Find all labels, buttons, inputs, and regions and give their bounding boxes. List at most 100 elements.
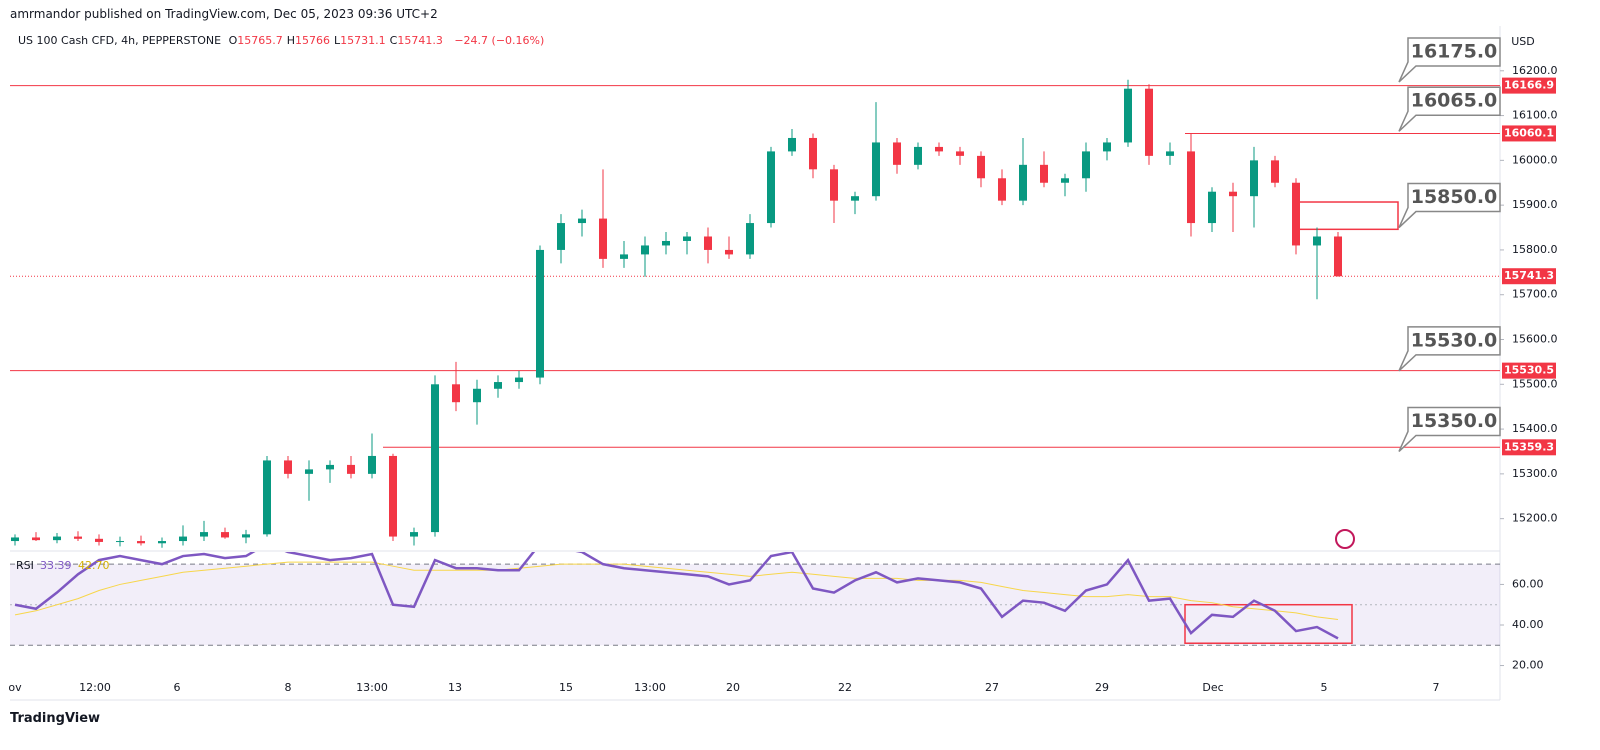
x-tick-label: 29 xyxy=(1095,681,1109,694)
y-tick-label: 15500.0 xyxy=(1512,377,1558,390)
candle-body xyxy=(32,537,40,541)
x-tick-label: 12:00 xyxy=(79,681,111,694)
candle-body xyxy=(893,142,901,165)
y-tick-label: 16100.0 xyxy=(1512,109,1558,122)
ohlc-key: L xyxy=(334,34,341,47)
x-tick-label: 13 xyxy=(448,681,462,694)
candle-body xyxy=(704,236,712,250)
ohlc-value: 15766 xyxy=(295,34,331,47)
level-label: 15530.5 xyxy=(1504,364,1554,377)
rsi-pane: RSI 33.39 42.70 xyxy=(10,552,1500,646)
x-tick-label: 8 xyxy=(285,681,292,694)
candle-body xyxy=(641,245,649,255)
x-tick-label: 13:00 xyxy=(634,681,666,694)
candle-body xyxy=(1292,182,1300,246)
y-tick-label: 15600.0 xyxy=(1512,333,1558,346)
callout-box xyxy=(1398,86,1501,132)
callouts: 16175.0 16065.0 15850.0 15530.0 15350.0 xyxy=(1398,37,1501,453)
candle-body xyxy=(116,541,124,543)
y-tick-label: 15700.0 xyxy=(1512,288,1558,301)
alert-icon[interactable] xyxy=(1335,529,1355,549)
axes: 16200.0 16100.0 16000.0 15900.0 15800.0 15700… xyxy=(8,64,1557,694)
level-label-bg xyxy=(1502,77,1556,94)
candle-body xyxy=(1166,151,1174,156)
candle-body xyxy=(158,541,166,544)
candle-body xyxy=(494,382,502,389)
symbol-line: US 100 Cash CFD, 4h, PEPPERSTONE O15765.… xyxy=(18,34,548,47)
ohlc-item: L15731.1 xyxy=(334,34,386,47)
candle-body xyxy=(473,388,481,403)
y-tick-label: 15800.0 xyxy=(1512,243,1558,256)
candle-body xyxy=(1019,164,1027,201)
candle-body xyxy=(410,532,418,537)
candle-body xyxy=(53,536,61,541)
x-tick-label: Dec xyxy=(1202,681,1223,694)
candle-body xyxy=(431,384,439,533)
callout-label: 15350.0 xyxy=(1411,410,1498,432)
ohlc-key: H xyxy=(286,34,296,47)
ohlc-item: C15741.3 xyxy=(390,34,443,47)
y-tick-label: 16200.0 xyxy=(1512,64,1558,77)
rsi-ma-value: 42.70 xyxy=(78,559,110,572)
candle-body xyxy=(1061,178,1069,183)
candle-body xyxy=(536,249,544,378)
ohlc-value: 15741.3 xyxy=(397,34,443,47)
x-tick-label: 22 xyxy=(838,681,852,694)
candle-body xyxy=(557,223,565,250)
candle-body xyxy=(683,236,691,241)
level-label: 16060.1 xyxy=(1504,126,1554,139)
level-label: 15359.3 xyxy=(1504,440,1554,453)
candle-body xyxy=(1313,236,1321,246)
symbol: US 100 Cash CFD, 4h, PEPPERSTONE xyxy=(18,34,222,47)
callout-box xyxy=(1398,406,1501,453)
y-tick-label: 15200.0 xyxy=(1512,512,1558,525)
x-tick-label: 27 xyxy=(985,681,999,694)
level-label: 16166.9 xyxy=(1504,79,1554,92)
published-line: amrmandor published on TradingView.com, … xyxy=(10,7,438,21)
callout-box xyxy=(1398,37,1501,83)
x-tick-label: 15 xyxy=(559,681,573,694)
candle-body xyxy=(347,464,355,474)
change: −24.7 (−0.16%) xyxy=(454,34,545,47)
y-tick-label: 15900.0 xyxy=(1512,198,1558,211)
callout: 16175.0 xyxy=(1398,37,1501,83)
rsi-tick-label: 20.00 xyxy=(1512,659,1544,672)
candle-body xyxy=(11,537,19,542)
candle-body xyxy=(620,254,628,259)
callout: 15350.0 xyxy=(1398,406,1501,453)
candle-body xyxy=(452,384,460,403)
candle-body xyxy=(662,240,670,246)
candle-body xyxy=(1082,151,1090,179)
ohlc-key: O xyxy=(228,34,238,47)
x-tick-label: 13:00 xyxy=(356,681,388,694)
candle-body xyxy=(284,460,292,474)
callout-label: 15850.0 xyxy=(1411,186,1498,208)
candle-body xyxy=(1250,160,1258,197)
candle-body xyxy=(1145,88,1153,156)
candle-body xyxy=(725,249,733,255)
zone-box xyxy=(1297,201,1399,231)
x-tick-label: 7 xyxy=(1433,681,1440,694)
candle-body xyxy=(305,469,313,474)
rsi-line xyxy=(14,552,1339,640)
footer: TradingView xyxy=(10,711,101,726)
callout: 15530.0 xyxy=(1398,326,1501,372)
candle-body xyxy=(830,169,838,201)
candle-body xyxy=(95,538,103,542)
rsi-tick-label: 60.00 xyxy=(1512,577,1544,590)
candle-body xyxy=(998,178,1006,201)
level-label-bg xyxy=(1502,125,1556,142)
candle-body xyxy=(1334,236,1342,277)
candle-body xyxy=(389,455,397,537)
ohlc-item: H15766 xyxy=(287,34,330,47)
candle-body xyxy=(956,151,964,156)
candle-body xyxy=(1208,191,1216,224)
callout-box xyxy=(1398,326,1501,372)
candle-body xyxy=(809,137,817,170)
candle-body xyxy=(200,532,208,537)
candle-body xyxy=(851,196,859,201)
x-tick-label: 6 xyxy=(174,681,181,694)
candle-body xyxy=(1271,160,1279,183)
